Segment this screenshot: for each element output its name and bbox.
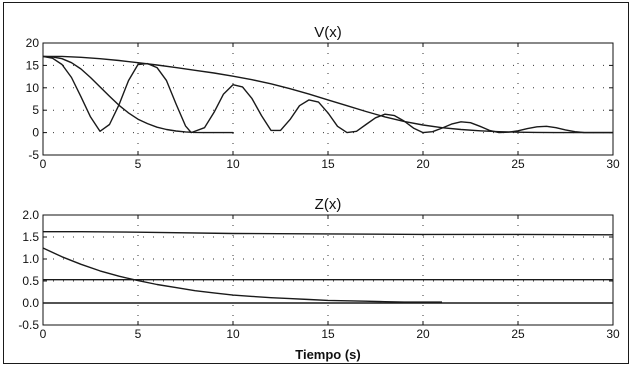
chart-v-ytick-label: 0 — [32, 126, 39, 140]
chart-z-group: Z(x) Tiempo (s) 0 5 10 15 20 25 30 -0.5 0.0 0.5 1.… — [18, 196, 620, 362]
chart-z-xlabel: Tiempo (s) — [295, 347, 361, 362]
chart-v-xtick-label: 30 — [606, 157, 620, 171]
chart-z-ytick-label: 2.0 — [22, 208, 39, 222]
chart-z-title: Z(x) — [315, 196, 342, 213]
chart-z-ytick-label: -0.5 — [18, 318, 39, 332]
chart-v-title: V(x) — [314, 24, 342, 41]
chart-z-ytick-label: 1.5 — [22, 230, 39, 244]
chart-v-ytick-label: 15 — [26, 58, 40, 72]
chart-z-ytick-label: 1.0 — [22, 252, 39, 266]
chart-v-xtick-label: 5 — [135, 157, 142, 171]
chart-v-xtick-label: 0 — [40, 157, 47, 171]
chart-v-ytick-label: -5 — [28, 148, 39, 162]
chart-z-series-1-line — [43, 231, 614, 236]
chart-v-series-2-line — [42, 55, 233, 134]
chart-v-axes-box — [42, 42, 614, 156]
figure-frame: V(x) 0 5 10 15 20 25 30 -5 0 5 10 15 20 Z(x) Tiempo … — [3, 2, 629, 364]
chart-v-xtick-label: 20 — [416, 157, 430, 171]
chart-z-xtick-label: 15 — [321, 327, 335, 341]
chart-z-ytick-label: 0.0 — [22, 296, 39, 310]
chart-z-series-4-line — [42, 247, 442, 303]
chart-v-series-1-line — [43, 55, 613, 134]
chart-z-xtick-label: 10 — [226, 327, 240, 341]
chart-z-xtick-label: 0 — [40, 327, 47, 341]
chart-v-ytick-label: 20 — [26, 36, 40, 50]
chart-z-ytick-label: 0.5 — [22, 274, 39, 288]
chart-v-ytick-label: 10 — [26, 81, 40, 95]
chart-v-xtick-label: 10 — [226, 157, 240, 171]
chart-v-xtick-label: 25 — [511, 157, 525, 171]
chart-v-series-3-line — [42, 55, 613, 134]
chart-z-xtick-label: 20 — [416, 327, 430, 341]
chart-v-ytick-label: 5 — [32, 103, 39, 117]
chart-z-xtick-label: 25 — [511, 327, 525, 341]
chart-v-xtick-label: 15 — [321, 157, 335, 171]
chart-z-xtick-label: 5 — [135, 327, 142, 341]
chart-z-xtick-label: 30 — [606, 327, 620, 341]
